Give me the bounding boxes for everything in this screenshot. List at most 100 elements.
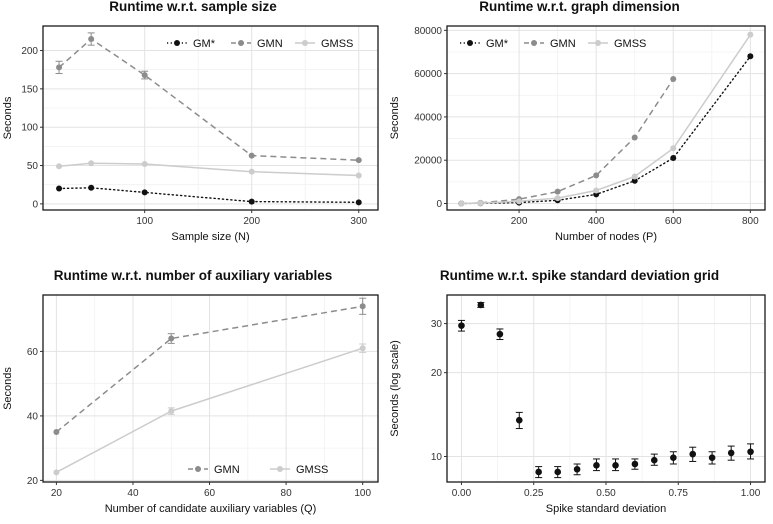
y-tick-label: 0 — [32, 199, 38, 210]
data-point — [631, 177, 638, 184]
data-point — [248, 198, 255, 205]
x-tick-label: 40 — [127, 488, 139, 499]
legend-label: GMN — [214, 464, 240, 476]
chart-svg: 100 200 300 0 50 100 150 200 Sample size (N) Seco… — [2, 25, 379, 243]
data-point — [88, 184, 95, 191]
legend-marker — [467, 40, 473, 46]
x-tick-label: 600 — [665, 216, 682, 227]
legend-marker — [238, 40, 244, 46]
x-tick-label: 100 — [354, 488, 371, 499]
x-tick-label: 0.50 — [596, 488, 616, 499]
y-tick-label: 10 — [431, 452, 443, 463]
x-tick-label: 1.00 — [741, 488, 761, 499]
data-point — [554, 468, 562, 476]
data-point — [670, 145, 677, 152]
legend-label: GMSS — [296, 464, 328, 476]
data-point — [88, 36, 95, 43]
y-axis-label: Seconds — [389, 96, 401, 139]
plot-frame — [446, 25, 766, 211]
y-tick-label: 40000 — [414, 112, 442, 123]
data-point — [573, 465, 581, 473]
y-tick-label: 0 — [436, 199, 442, 210]
y-axis-label: Seconds — [2, 96, 14, 139]
x-axis-label: Number of candidate auxiliary variables … — [105, 503, 317, 515]
data-point — [477, 301, 485, 309]
data-point — [631, 134, 638, 141]
data-point — [516, 198, 523, 205]
legend-marker — [302, 40, 308, 46]
y-tick-label: 80000 — [414, 26, 442, 37]
x-tick-label: 200 — [243, 216, 260, 227]
data-point — [355, 199, 362, 206]
data-point — [355, 172, 362, 179]
data-point — [477, 200, 484, 207]
chart-sample-size: Runtime w.r.t. sample size 100 200 300 0 50 1… — [0, 0, 386, 260]
data-point — [141, 189, 148, 196]
data-point — [554, 195, 561, 202]
y-tick-label: 20 — [27, 476, 39, 487]
data-point — [612, 461, 619, 469]
plot-background — [43, 26, 378, 210]
chart-graph-dimension: Runtime w.r.t. graph dimension 200 400 600… — [386, 0, 773, 260]
data-point — [593, 461, 600, 469]
series-line-gmss — [461, 34, 752, 205]
legend-label: GMN — [257, 38, 283, 50]
chart-svg: 200 400 600 800 0 20000 40000 60000 80000 Number … — [389, 25, 766, 243]
data-point — [88, 160, 95, 167]
data-point — [141, 72, 148, 79]
legend-label: GM* — [193, 38, 216, 50]
data-point — [708, 454, 716, 462]
data-point — [53, 469, 60, 476]
chart-svg: 0.00 0.25 0.50 0.75 1.00 10 20 30 Spike standard… — [389, 294, 766, 515]
data-point — [631, 173, 638, 180]
x-tick-label: 0.25 — [524, 488, 544, 499]
data-point — [168, 335, 175, 342]
data-point — [248, 152, 255, 159]
y-tick-label: 150 — [21, 84, 38, 95]
data-point — [631, 460, 639, 468]
data-point — [593, 172, 600, 179]
data-point — [650, 456, 658, 464]
chart-title: Runtime w.r.t. number of auxiliary varia… — [53, 268, 333, 283]
chart-title: Runtime w.r.t. graph dimension — [479, 0, 680, 14]
x-tick-label: 300 — [350, 216, 367, 227]
data-point — [515, 416, 523, 424]
data-point — [496, 330, 504, 338]
data-point — [689, 450, 697, 458]
data-point — [670, 76, 677, 83]
x-tick-label: 800 — [742, 216, 759, 227]
legend-marker — [531, 40, 537, 46]
data-point — [670, 454, 677, 462]
data-point — [458, 322, 465, 329]
y-tick-label: 50 — [27, 161, 39, 172]
data-point — [670, 155, 677, 162]
chart-title: Runtime w.r.t. spike standard deviation … — [439, 268, 720, 283]
legend-marker — [195, 466, 201, 472]
x-tick-label: 60 — [204, 488, 216, 499]
x-tick-label: 80 — [281, 488, 293, 499]
x-tick-label: 200 — [511, 216, 528, 227]
data-point — [359, 303, 366, 310]
x-tick-label: 400 — [588, 216, 605, 227]
data-point — [747, 448, 754, 456]
y-tick-label: 40 — [27, 411, 39, 422]
data-point — [458, 200, 465, 207]
x-axis-label: Spike standard deviation — [546, 503, 666, 515]
data-point — [56, 185, 63, 192]
x-tick-label: 0.75 — [669, 488, 689, 499]
plot-background — [43, 295, 378, 482]
legend-marker — [595, 40, 601, 46]
legend-marker — [174, 40, 180, 46]
y-tick-label: 30 — [431, 319, 443, 330]
plot-frame — [42, 294, 379, 483]
x-tick-label: 20 — [51, 488, 63, 499]
data-point — [355, 157, 362, 164]
y-tick-label: 200 — [21, 46, 38, 57]
x-axis-label: Sample size (N) — [171, 231, 249, 243]
chart-svg: 20 40 60 80 100 20 40 60 Number of candidate aux… — [2, 294, 379, 515]
y-tick-label: 100 — [21, 123, 38, 134]
data-point — [141, 161, 148, 167]
legend-label: GM* — [486, 38, 509, 50]
y-tick-label: 60000 — [414, 69, 442, 80]
data-point — [747, 31, 754, 38]
